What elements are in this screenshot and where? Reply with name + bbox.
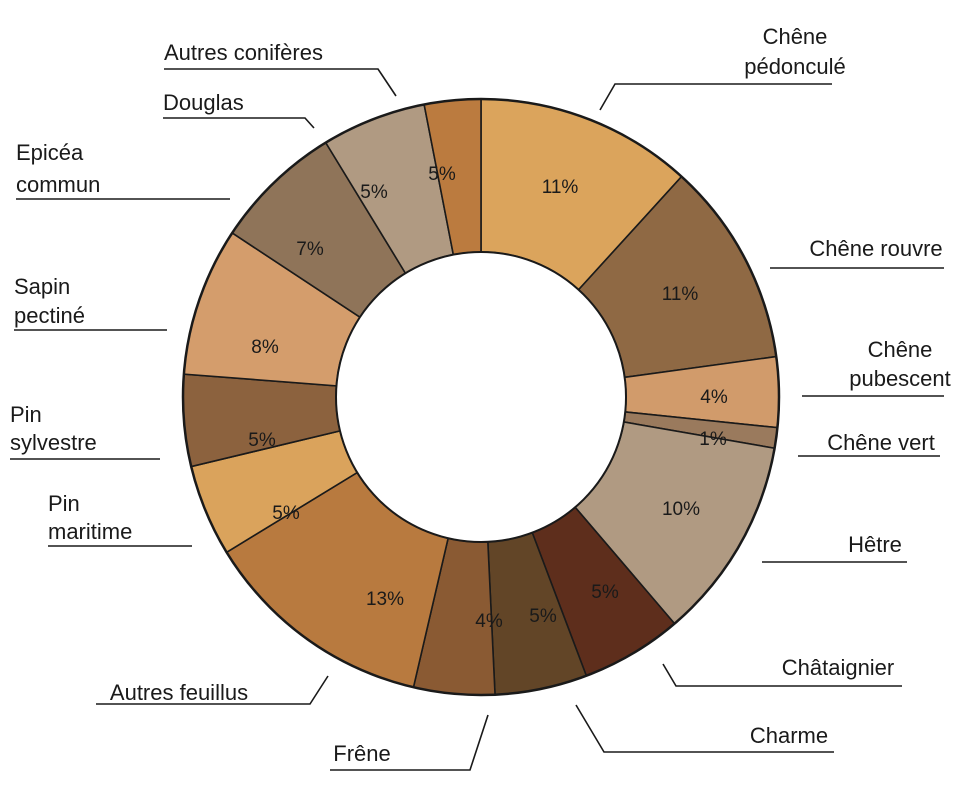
data-label-chene-vert: 1%: [699, 429, 727, 450]
category-label-hetre: Hêtre: [848, 532, 902, 557]
data-label-epicea-commun: 7%: [296, 239, 324, 260]
leader-autres-feuillus: [96, 675, 329, 705]
leader-charme: [575, 704, 834, 753]
category-label-chene-pedoncule: Chêne pédonculé: [744, 24, 846, 79]
data-label-chene-rouvre: 11%: [662, 284, 699, 305]
leader-lines: [10, 68, 944, 771]
data-label-sapin-pectine: 8%: [251, 337, 279, 358]
category-label-chataignier: Châtaignier: [782, 655, 895, 680]
category-label-autres-feuillus: Autres feuillus: [110, 680, 248, 705]
data-label-chene-pedoncule: 11%: [542, 177, 579, 198]
leader-chene-pedoncule: [599, 83, 832, 111]
data-label-frene: 4%: [475, 611, 503, 632]
data-label-autres-feuillus: 13%: [366, 589, 404, 610]
data-label-charme: 5%: [529, 606, 557, 627]
leader-frene: [330, 714, 489, 771]
category-label-pin-maritime: Pin maritime: [48, 491, 132, 544]
category-label-pin-sylvestre: Pin sylvestre: [10, 402, 97, 455]
category-label-epicea-commun: Epicéa commun: [16, 140, 100, 197]
leader-douglas: [163, 117, 315, 129]
donut-hole: [335, 251, 627, 543]
category-label-autres-coniferes: Autres conifères: [164, 40, 323, 65]
data-label-chataignier: 5%: [591, 582, 619, 603]
donut-outline: [181, 97, 781, 697]
leader-autres-coniferes: [164, 68, 397, 97]
data-label-autres-coniferes: 5%: [428, 164, 456, 185]
category-label-chene-vert: Chêne vert: [827, 430, 935, 455]
data-label-pin-sylvestre: 5%: [248, 430, 276, 451]
data-label-douglas: 5%: [360, 182, 388, 203]
category-label-chene-pubescent: Chêne pubescent: [849, 337, 951, 391]
category-label-charme: Charme: [750, 723, 828, 748]
data-labels: 11% 11% 4% 1% 10% 5% 5% 4% 13% 5% 5% 8% 7% 5% 5%: [248, 164, 728, 632]
category-label-frene: Frêne: [333, 741, 390, 766]
category-labels: Chêne pédonculé Chêne rouvre Chêne pubescent…: [10, 24, 951, 766]
data-label-pin-maritime: 5%: [272, 503, 300, 524]
data-label-chene-pubescent: 4%: [700, 387, 728, 408]
category-label-douglas: Douglas: [163, 90, 244, 115]
data-label-hetre: 10%: [662, 499, 700, 520]
category-label-chene-rouvre: Chêne rouvre: [809, 236, 942, 261]
leader-chataignier: [662, 663, 902, 687]
category-label-sapin-pectine: Sapin pectiné: [14, 274, 85, 328]
